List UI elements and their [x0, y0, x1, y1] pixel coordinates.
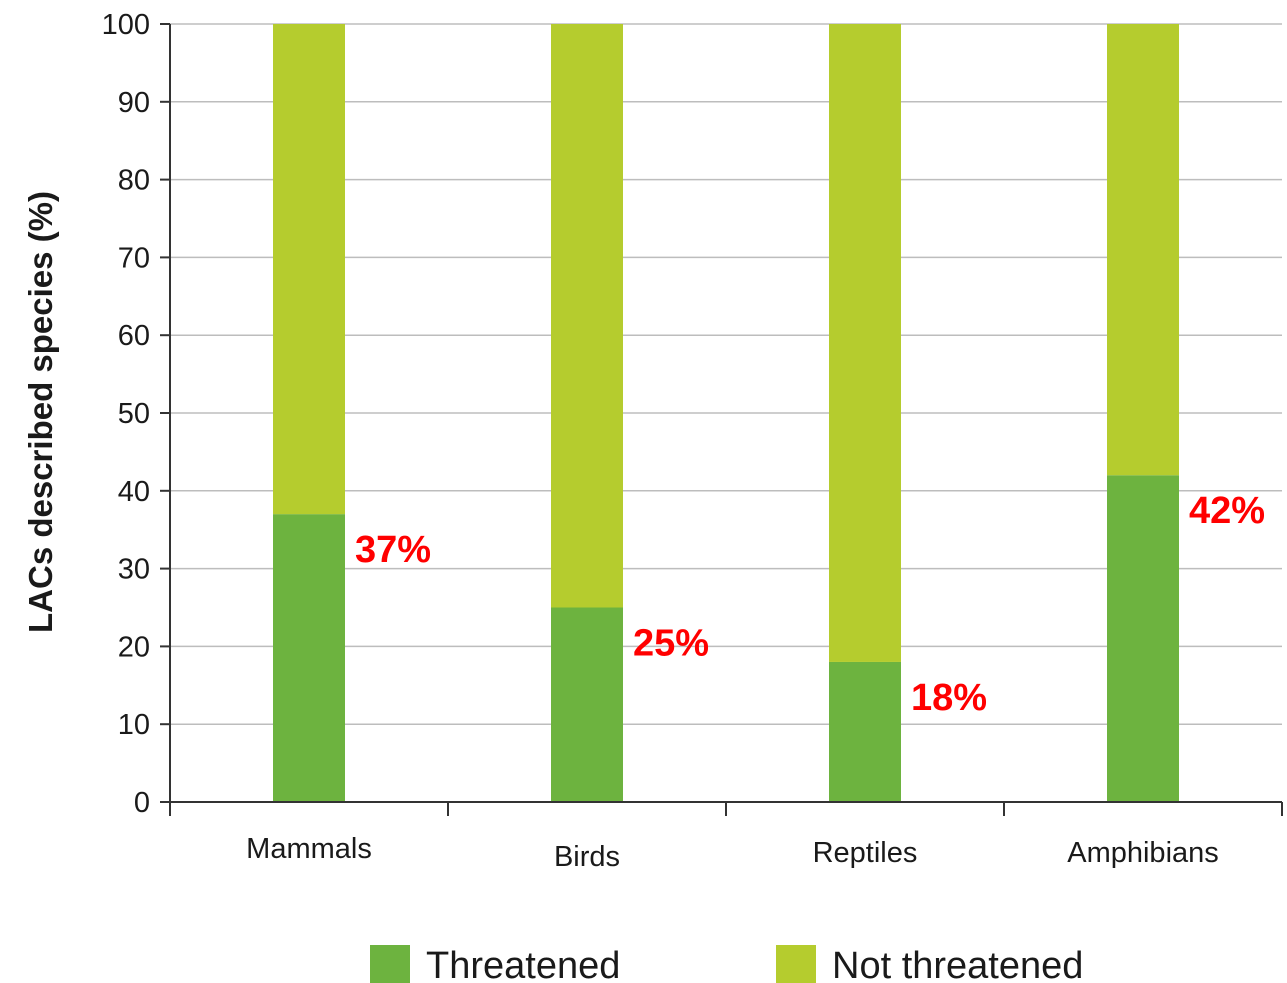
- bars: [273, 24, 1179, 802]
- y-tick-label: 0: [134, 787, 150, 819]
- bar-not-threatened-amphibians: [1107, 24, 1179, 476]
- y-tick-label: 40: [118, 476, 150, 508]
- data-label: 25%: [633, 623, 709, 665]
- x-category-label: Reptiles: [813, 837, 918, 869]
- bar-threatened-reptiles: [829, 661, 901, 802]
- legend-swatch-not-threatened: [776, 945, 816, 983]
- legend-label-threatened: Threatened: [426, 945, 620, 983]
- bar-threatened-birds: [551, 607, 623, 802]
- y-tick-label: 50: [118, 398, 150, 430]
- y-tick-label: 70: [118, 242, 150, 274]
- legend-label-not-threatened: Not threatened: [832, 945, 1083, 983]
- axes: [160, 23, 1283, 816]
- y-tick-label: 100: [102, 9, 150, 41]
- y-tick-label: 60: [118, 320, 150, 352]
- data-label: 42%: [1189, 490, 1265, 532]
- bar-threatened-mammals: [273, 514, 345, 802]
- y-tick-label: 90: [118, 87, 150, 119]
- bar-threatened-amphibians: [1107, 475, 1179, 802]
- y-tick-label: 30: [118, 554, 150, 586]
- legend-swatch-threatened: [370, 945, 410, 983]
- bar-not-threatened-mammals: [273, 24, 345, 515]
- bar-not-threatened-reptiles: [829, 24, 901, 662]
- y-tick-label: 80: [118, 165, 150, 197]
- x-category-labels: Mammals Birds Reptiles Amphibians: [246, 833, 1219, 873]
- data-labels: 37% 25% 18% 42%: [355, 490, 1265, 719]
- x-category-label: Amphibians: [1067, 837, 1219, 869]
- data-label: 18%: [911, 677, 987, 719]
- legend: Threatened Not threatened: [370, 945, 1083, 983]
- bar-not-threatened-birds: [551, 24, 623, 608]
- data-label: 37%: [355, 529, 431, 571]
- y-tick-label: 20: [118, 631, 150, 663]
- y-tick-labels: 0 10 20 30 40 50 60 70 80 90 100: [102, 9, 150, 819]
- y-axis-title: LACs described species (%): [22, 191, 59, 633]
- y-tick-label: 10: [118, 709, 150, 741]
- grid-lines: [170, 23, 1282, 725]
- x-category-label: Birds: [554, 841, 620, 873]
- x-category-label: Mammals: [246, 833, 372, 865]
